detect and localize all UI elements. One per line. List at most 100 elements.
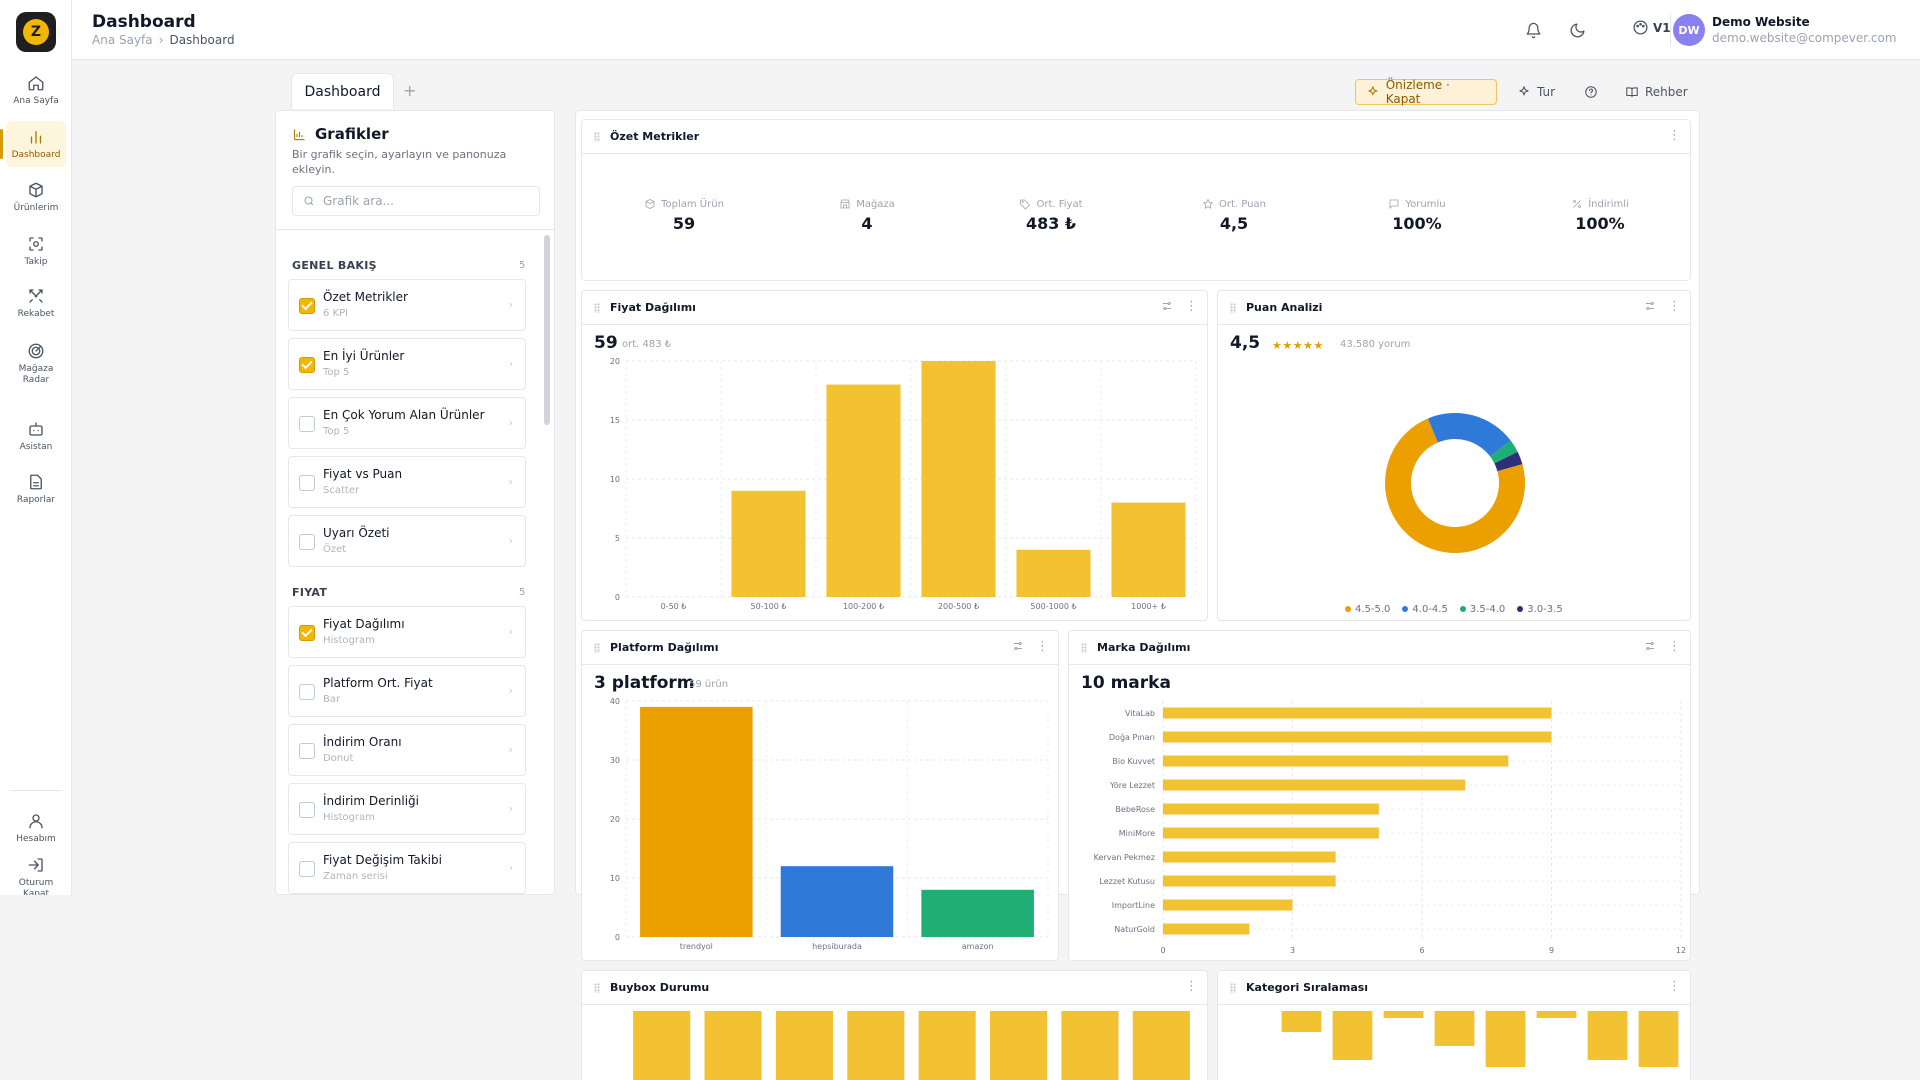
bar[interactable] bbox=[1638, 1011, 1679, 1067]
bar[interactable] bbox=[990, 1011, 1048, 1080]
bar[interactable] bbox=[1281, 1011, 1322, 1032]
settings-button[interactable] bbox=[1644, 640, 1656, 656]
nav-item-dashboard[interactable]: Dashboard bbox=[0, 121, 66, 167]
bar[interactable] bbox=[1332, 1011, 1373, 1060]
settings-button[interactable] bbox=[1161, 300, 1173, 316]
settings-button[interactable] bbox=[1644, 300, 1656, 316]
bar[interactable] bbox=[1163, 827, 1379, 839]
more-options-icon[interactable]: ⋮ bbox=[1185, 979, 1198, 994]
more-options-icon[interactable]: ⋮ bbox=[1668, 639, 1681, 654]
drag-handle-icon[interactable] bbox=[1230, 983, 1236, 993]
bar[interactable] bbox=[1111, 502, 1186, 597]
bar[interactable] bbox=[1383, 1011, 1424, 1018]
bar[interactable] bbox=[1163, 803, 1379, 815]
bar[interactable] bbox=[1485, 1011, 1526, 1067]
drag-handle-icon[interactable] bbox=[594, 643, 600, 653]
chart-option-checkbox[interactable] bbox=[299, 861, 315, 877]
nav-item-mağaza-radar[interactable]: Mağaza Radar bbox=[6, 336, 66, 392]
more-options-icon[interactable]: ⋮ bbox=[1668, 979, 1681, 994]
drag-handle-icon[interactable] bbox=[594, 303, 600, 313]
drag-handle-icon[interactable] bbox=[1230, 303, 1236, 313]
bar[interactable] bbox=[1163, 755, 1509, 767]
nav-item-raporlar[interactable]: Raporlar bbox=[6, 466, 66, 512]
more-options-icon[interactable]: ⋮ bbox=[1185, 299, 1198, 314]
nav-item-hesabım[interactable]: Hesabım bbox=[6, 805, 66, 851]
donut-slice[interactable] bbox=[1427, 410, 1512, 459]
nav-item-oturum-kapat[interactable]: Oturum Kapat bbox=[6, 855, 66, 901]
breadcrumb-home[interactable]: Ana Sayfa bbox=[92, 33, 153, 47]
nav-item-takip[interactable]: Takip bbox=[6, 228, 66, 274]
chart-option[interactable]: Fiyat vs Puan Scatter › bbox=[288, 456, 526, 508]
donut-slice[interactable] bbox=[1382, 414, 1529, 557]
settings-button[interactable] bbox=[1012, 640, 1024, 656]
chart-option[interactable]: Özet Metrikler 6 KPI › bbox=[288, 279, 526, 331]
bar[interactable] bbox=[1061, 1011, 1119, 1080]
picker-scrollbar[interactable] bbox=[544, 235, 550, 425]
bar[interactable] bbox=[704, 1011, 762, 1080]
notifications-button[interactable] bbox=[1522, 19, 1544, 41]
more-options-icon[interactable]: ⋮ bbox=[1668, 128, 1681, 143]
tab-dashboard[interactable]: Dashboard bbox=[291, 73, 394, 109]
bar[interactable] bbox=[1587, 1011, 1628, 1060]
bar[interactable] bbox=[1163, 875, 1336, 887]
chart-option[interactable]: En Çok Yorum Alan Ürünler Top 5 › bbox=[288, 397, 526, 449]
chart-option[interactable]: Fiyat Dağılımı Histogram › bbox=[288, 606, 526, 658]
chart-option-checkbox[interactable] bbox=[299, 298, 315, 314]
bar[interactable] bbox=[921, 361, 996, 597]
bar[interactable] bbox=[640, 706, 753, 937]
bar[interactable] bbox=[1163, 707, 1552, 719]
donut-slice[interactable] bbox=[1494, 451, 1523, 472]
bar[interactable] bbox=[1536, 1011, 1577, 1018]
chart-option-checkbox[interactable] bbox=[299, 625, 315, 641]
chart-option-checkbox[interactable] bbox=[299, 802, 315, 818]
bar[interactable] bbox=[847, 1011, 905, 1080]
drag-handle-icon[interactable] bbox=[1081, 643, 1087, 653]
tour-button[interactable]: Tur bbox=[1517, 79, 1555, 105]
bar[interactable] bbox=[1434, 1011, 1475, 1046]
bar[interactable] bbox=[780, 866, 894, 937]
bar[interactable] bbox=[918, 1011, 976, 1080]
bar[interactable] bbox=[921, 889, 1034, 937]
chart-option-checkbox[interactable] bbox=[299, 534, 315, 550]
bar[interactable] bbox=[1163, 779, 1466, 791]
guide-button[interactable]: Rehber bbox=[1625, 79, 1688, 105]
preview-toggle-button[interactable]: Önizleme · Kapat bbox=[1355, 78, 1497, 106]
nav-item-asistan[interactable]: Asistan bbox=[6, 413, 66, 459]
chart-option-checkbox[interactable] bbox=[299, 684, 315, 700]
chart-option[interactable]: Fiyat Değişim Takibi Zaman serisi › bbox=[288, 842, 526, 894]
chart-option[interactable]: Uyarı Özeti Özet › bbox=[288, 515, 526, 567]
bar[interactable] bbox=[731, 490, 806, 597]
more-options-icon[interactable]: ⋮ bbox=[1036, 639, 1049, 654]
donut-slice[interactable] bbox=[1489, 440, 1518, 464]
nav-item-rekabet[interactable]: Rekabet bbox=[6, 280, 66, 326]
chart-option[interactable]: En İyi Ürünler Top 5 › bbox=[288, 338, 526, 390]
bar[interactable] bbox=[1163, 899, 1293, 911]
chart-option-checkbox[interactable] bbox=[299, 743, 315, 759]
dark-mode-button[interactable] bbox=[1566, 19, 1588, 41]
bar[interactable] bbox=[1163, 851, 1336, 863]
chart-search-input[interactable] bbox=[323, 194, 523, 208]
bar[interactable] bbox=[633, 1011, 691, 1080]
chart-option[interactable]: İndirim Derinliği Histogram › bbox=[288, 783, 526, 835]
app-logo[interactable]: Z bbox=[16, 12, 56, 52]
drag-handle-icon[interactable] bbox=[594, 983, 600, 993]
bar[interactable] bbox=[1016, 549, 1091, 597]
chart-option-checkbox[interactable] bbox=[299, 475, 315, 491]
add-tab-button[interactable]: + bbox=[403, 81, 417, 100]
chart-option-checkbox[interactable] bbox=[299, 416, 315, 432]
bar[interactable] bbox=[1132, 1011, 1190, 1080]
chart-option-checkbox[interactable] bbox=[299, 357, 315, 373]
theme-button[interactable]: V1 bbox=[1632, 19, 1671, 36]
more-options-icon[interactable]: ⋮ bbox=[1668, 299, 1681, 314]
help-button[interactable] bbox=[1584, 79, 1598, 105]
chart-option[interactable]: İndirim Oranı Donut › bbox=[288, 724, 526, 776]
bar[interactable] bbox=[1163, 731, 1552, 743]
chart-option[interactable]: Platform Ort. Fiyat Bar › bbox=[288, 665, 526, 717]
drag-handle-icon[interactable] bbox=[594, 132, 600, 142]
bar[interactable] bbox=[826, 384, 901, 597]
bar[interactable] bbox=[1163, 923, 1250, 935]
nav-item-ana-sayfa[interactable]: Ana Sayfa bbox=[6, 67, 66, 113]
avatar[interactable]: DW bbox=[1673, 14, 1705, 46]
bar[interactable] bbox=[775, 1011, 833, 1080]
nav-item-ürünlerim[interactable]: Ürünlerim bbox=[6, 174, 66, 220]
